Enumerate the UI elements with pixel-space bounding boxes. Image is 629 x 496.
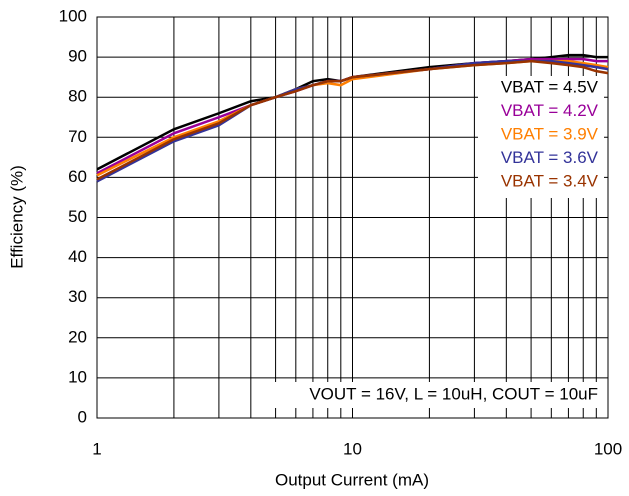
y-tick-label: 90 — [68, 47, 87, 66]
y-tick-label: 20 — [68, 327, 87, 346]
x-axis-label: Output Current (mA) — [275, 470, 429, 489]
legend-entry: VBAT = 3.4V — [501, 171, 599, 190]
y-tick-label: 100 — [59, 6, 87, 25]
y-tick-label: 30 — [68, 287, 87, 306]
legend-entry: VBAT = 4.2V — [501, 101, 599, 120]
y-tick-label: 40 — [68, 247, 87, 266]
y-tick-label: 60 — [68, 167, 87, 186]
legend-entry: VBAT = 4.5V — [501, 77, 599, 96]
y-tick-label: 70 — [68, 127, 87, 146]
x-tick-label: 1 — [92, 439, 101, 458]
data-line — [96, 59, 609, 181]
legend-entry: VBAT = 3.9V — [501, 124, 599, 143]
legend-entry: VBAT = 3.6V — [501, 148, 599, 167]
y-tick-label: 50 — [68, 207, 87, 226]
annotation: VOUT = 16V, L = 10uH, COUT = 10uF — [309, 384, 598, 403]
y-tick-label: 10 — [68, 367, 87, 386]
y-tick-label: 80 — [68, 87, 87, 106]
y-tick-label: 0 — [78, 407, 87, 426]
y-axis-label: Efficiency (%) — [7, 165, 26, 269]
legend-box — [478, 76, 604, 198]
x-tick-label: 10 — [343, 439, 362, 458]
annotation-box — [252, 382, 602, 408]
x-tick-label: 100 — [594, 439, 622, 458]
